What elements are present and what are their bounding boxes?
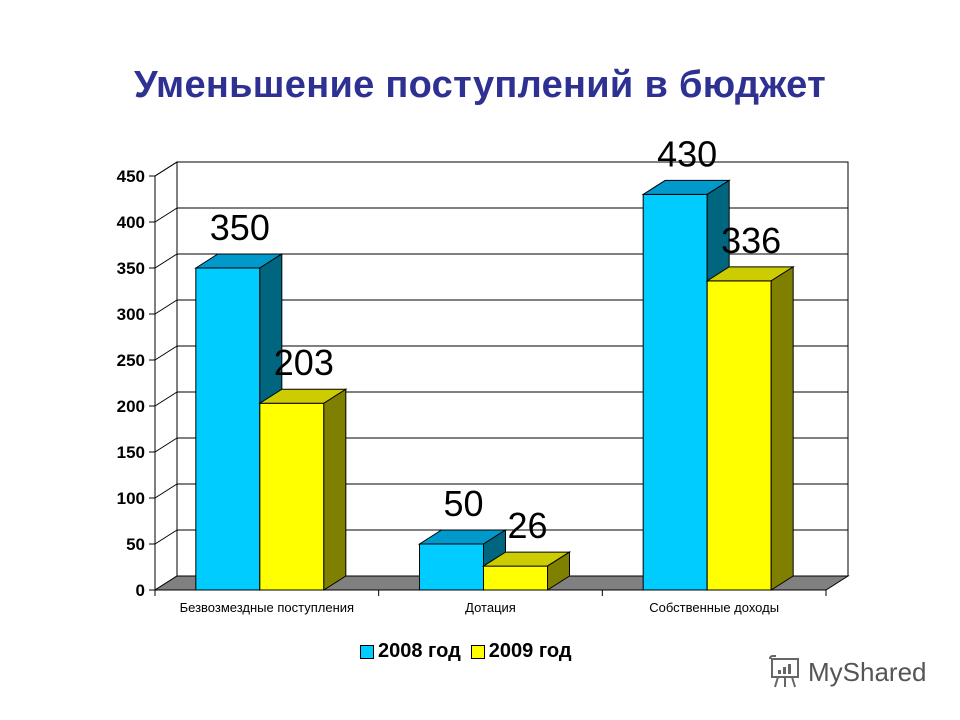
legend-item-2009: 2009 год	[470, 640, 572, 663]
gridline-diagonal	[154, 299, 178, 315]
gridline-diagonal	[154, 529, 178, 545]
legend-swatch-2008	[360, 644, 374, 659]
data-label: 336	[721, 220, 781, 261]
watermark: MyShared	[768, 655, 927, 689]
data-label: 203	[274, 342, 334, 383]
gridline-diagonal	[154, 207, 178, 223]
bar-2009-год-0	[259, 402, 325, 591]
data-label: 430	[657, 133, 717, 174]
data-label: 26	[507, 505, 547, 546]
data-label: 350	[210, 207, 270, 248]
bar-2008-год-1	[419, 543, 484, 591]
y-tick-label: 50	[126, 535, 145, 554]
bar-2008-год-2	[642, 193, 708, 591]
x-category-label: Собственные доходы	[649, 600, 779, 615]
gridline-diagonal	[154, 437, 178, 453]
y-tick-label: 0	[136, 581, 145, 600]
y-tick-label: 150	[117, 443, 145, 462]
bar-2009-год-1	[483, 565, 548, 591]
chart-legend: 2008 год 2009 год	[360, 640, 582, 663]
y-tick-label: 100	[117, 489, 145, 508]
legend-item-2008: 2008 год	[360, 640, 461, 663]
legend-label-2008: 2008 год	[378, 640, 461, 662]
bar-side-face	[323, 388, 347, 591]
legend-swatch-2009	[470, 644, 485, 659]
presentation-board-icon	[769, 655, 799, 688]
chart-side-wall	[154, 161, 178, 591]
y-tick-label: 400	[117, 213, 145, 232]
slide-title: Уменьшение поступлений в бюджет	[133, 64, 826, 106]
watermark-text: MyShared	[808, 656, 927, 687]
y-tick-label: 200	[117, 397, 145, 416]
gridline-diagonal	[154, 391, 178, 407]
legend-label-2009: 2009 год	[488, 640, 572, 662]
bar-side-face	[770, 265, 794, 591]
x-category-label: Дотация	[465, 600, 516, 615]
bar-2008-год-0	[195, 267, 261, 591]
gridline-diagonal	[154, 161, 178, 177]
gridline-diagonal	[154, 345, 178, 361]
y-tick-label: 300	[117, 305, 145, 324]
data-label: 50	[443, 483, 483, 524]
bar-side-face	[547, 551, 570, 591]
gridline-diagonal	[154, 483, 178, 499]
bar-2009-год-2	[706, 280, 772, 591]
y-tick-label: 250	[117, 351, 145, 370]
y-tick-label: 450	[117, 167, 145, 186]
y-tick-label: 350	[117, 259, 145, 278]
x-category-label: Безвозмездные поступления	[180, 600, 354, 615]
gridline-diagonal	[154, 253, 178, 269]
